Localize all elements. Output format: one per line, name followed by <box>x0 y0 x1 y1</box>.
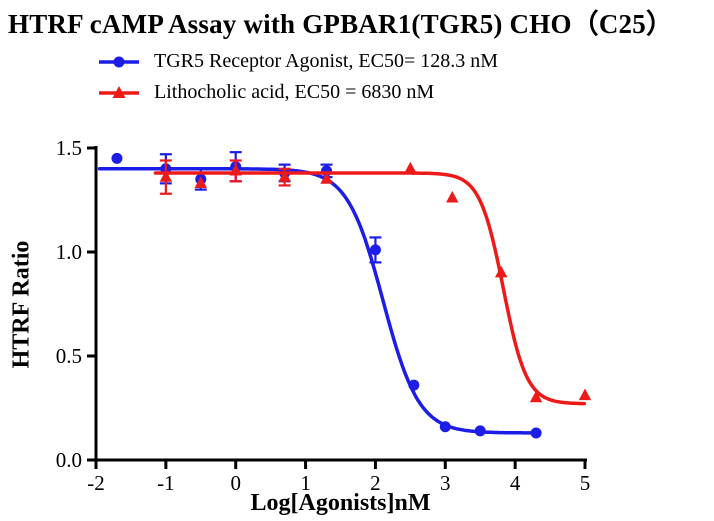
legend-item-lithocholic-acid: Lithocholic acid, EC50 = 6830 nM <box>96 81 498 104</box>
legend-triangle-marker <box>112 85 126 98</box>
y-tick-label: 1.0 <box>56 240 82 264</box>
data-point-triangle <box>578 388 592 401</box>
data-point-triangle <box>494 265 508 278</box>
data-point-circle <box>474 425 486 437</box>
y-tick-label: 0.0 <box>56 448 82 472</box>
data-point-circle <box>369 244 381 256</box>
legend-circle-marker <box>113 56 125 67</box>
x-tick-label: 1 <box>300 471 311 495</box>
legend: TGR5 Receptor Agonist, EC50= 128.3 nM Li… <box>96 50 498 104</box>
blue-circle-legend-marker <box>99 56 139 67</box>
fit-curve-triangle <box>153 171 587 406</box>
y-tick-label: 1.5 <box>56 136 82 160</box>
x-tick-label: 0 <box>230 471 241 495</box>
data-point-triangle <box>446 190 459 203</box>
data-point-triangle <box>159 170 173 182</box>
fit-curve-circle <box>97 167 542 435</box>
x-tick-label: 4 <box>510 471 521 495</box>
legend-label-lithocholic-acid: Lithocholic acid, EC50 = 6830 nM <box>154 81 435 103</box>
data-point-triangle <box>529 390 543 403</box>
data-point-circle <box>111 152 123 164</box>
legend-item-tgr5-agonist: TGR5 Receptor Agonist, EC50= 128.3 nM <box>96 50 498 73</box>
x-axis-title: Log[Agonists]nM <box>250 490 431 516</box>
data-point-triangle <box>320 172 333 184</box>
legend-label-tgr5-agonist: TGR5 Receptor Agonist, EC50= 128.3 nM <box>154 50 499 72</box>
data-point-circle <box>439 421 451 433</box>
data-point-triangle <box>194 176 207 188</box>
x-tick-label: 3 <box>440 471 451 495</box>
x-tick-label: -2 <box>87 471 105 495</box>
chart-title: HTRF cAMP Assay with GPBAR1(TGR5) CHO（C2… <box>8 9 674 39</box>
x-tick-label: 5 <box>580 471 591 495</box>
data-point-circle <box>408 379 420 391</box>
x-tick-label: 2 <box>370 471 381 495</box>
y-tick-label: 0.5 <box>56 344 82 368</box>
data-point-triangle <box>404 161 417 174</box>
data-point-triangle <box>278 170 291 182</box>
data-point-triangle <box>229 163 242 176</box>
x-tick-label: -1 <box>157 471 175 495</box>
data-point-circle <box>530 427 542 439</box>
red-triangle-legend-marker <box>99 85 139 98</box>
